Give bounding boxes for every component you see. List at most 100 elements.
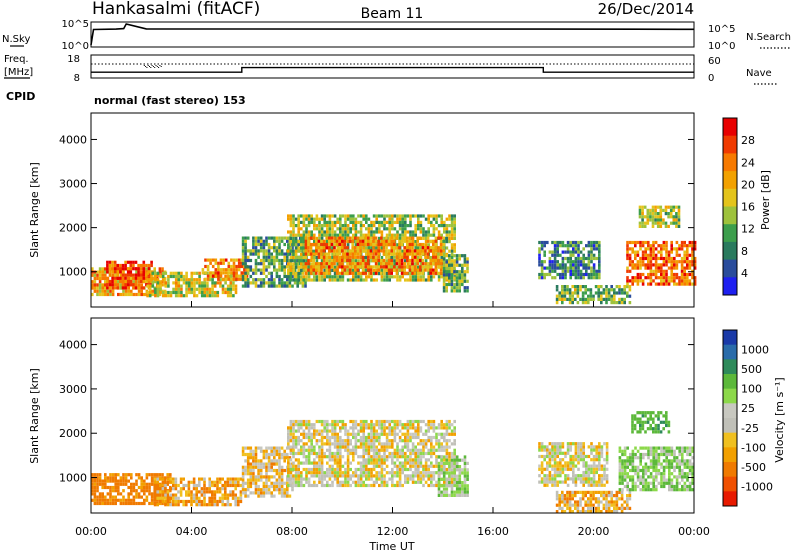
heatmap-cell xyxy=(315,249,318,253)
heatmap-cell xyxy=(259,271,263,275)
heatmap-cell xyxy=(374,255,378,259)
heatmap-cell xyxy=(435,220,438,224)
heatmap-cell xyxy=(167,274,170,279)
heatmap-cell xyxy=(613,301,616,305)
heatmap-cell xyxy=(401,230,404,234)
heatmap-cell xyxy=(458,257,461,261)
heatmap-cell xyxy=(657,250,660,254)
heatmap-cell xyxy=(636,240,640,245)
heatmap-cell xyxy=(445,289,448,293)
heatmap-cell xyxy=(365,259,368,263)
heatmap-cell xyxy=(300,275,303,279)
heatmap-cell xyxy=(159,284,162,288)
heatmap-cell xyxy=(693,266,697,270)
heatmap-cell xyxy=(336,220,339,224)
heatmap-cell xyxy=(396,474,399,478)
heatmap-cell xyxy=(299,249,302,253)
heatmap-cell xyxy=(265,236,268,240)
heatmap-cell xyxy=(348,265,352,269)
heatmap-cell xyxy=(323,435,326,440)
heatmap-cell xyxy=(408,236,412,240)
heatmap-cell xyxy=(404,435,407,440)
heatmap-cell xyxy=(626,282,629,286)
heatmap-cell xyxy=(231,490,235,494)
heatmap-cell xyxy=(305,419,308,424)
heatmap-cell xyxy=(224,277,228,281)
heatmap-cell xyxy=(354,471,358,475)
heatmap-cell xyxy=(357,477,360,481)
heatmap-cell xyxy=(341,442,345,446)
heatmap-cell xyxy=(246,236,250,240)
heatmap-cell xyxy=(597,288,600,292)
heatmap-cell xyxy=(592,294,595,298)
heatmap-cell xyxy=(409,275,412,279)
heatmap-cell xyxy=(331,464,334,468)
heatmap-cell xyxy=(98,473,102,477)
heatmap-cell xyxy=(341,227,345,231)
heatmap-cell xyxy=(265,468,268,473)
heatmap-cell xyxy=(367,249,370,253)
heatmap-cell xyxy=(323,455,326,459)
heatmap-cell xyxy=(292,278,295,282)
heatmap-cell xyxy=(686,260,689,264)
heatmap-cell xyxy=(354,435,358,440)
heatmap-cell xyxy=(398,455,402,459)
heatmap-cell xyxy=(450,259,454,263)
heatmap-cell xyxy=(361,236,365,240)
heatmap-cell xyxy=(159,490,162,494)
heatmap-cell xyxy=(626,250,629,254)
heatmap-cell xyxy=(434,249,438,253)
heatmap-cell xyxy=(411,419,415,424)
heatmap-cell xyxy=(344,448,347,452)
heatmap-cell xyxy=(675,215,678,219)
heatmap-cell xyxy=(297,477,300,481)
heatmap-cell xyxy=(638,208,642,212)
heatmap-cell xyxy=(177,294,181,298)
heatmap-cell xyxy=(372,480,376,484)
heatmap-cell xyxy=(292,461,295,465)
heatmap-cell xyxy=(307,230,311,234)
heatmap-cell xyxy=(556,272,559,277)
heatmap-cell xyxy=(304,252,308,256)
heatmap-cell xyxy=(374,239,378,243)
heatmap-cell xyxy=(287,464,290,468)
heatmap-cell xyxy=(448,263,451,267)
heatmap-cell xyxy=(448,236,451,240)
heatmap-cell xyxy=(91,479,94,483)
heatmap-cell xyxy=(445,224,449,228)
heatmap-cell xyxy=(605,297,608,301)
heatmap-cell xyxy=(356,242,360,247)
heatmap-cell xyxy=(639,247,642,251)
heatmap-cell xyxy=(378,214,381,218)
heatmap-cell xyxy=(372,258,375,263)
heatmap-cell xyxy=(359,464,363,468)
heatmap-cell xyxy=(359,255,362,259)
heatmap-cell xyxy=(367,445,371,449)
heatmap-cell xyxy=(161,274,165,279)
heatmap-cell xyxy=(302,236,306,240)
heatmap-cell xyxy=(119,286,123,290)
heatmap-cell xyxy=(450,220,454,224)
heatmap-cell xyxy=(359,214,363,218)
heatmap-cell xyxy=(672,205,676,209)
heatmap-cell xyxy=(289,236,293,240)
heatmap-cell xyxy=(419,429,423,433)
heatmap-cell xyxy=(354,224,358,228)
heatmap-cell xyxy=(300,419,303,424)
heatmap-cell xyxy=(408,268,412,272)
heatmap-cell xyxy=(156,496,159,500)
heatmap-cell xyxy=(430,474,433,478)
heatmap-cell xyxy=(450,249,454,253)
velocity-heatmap xyxy=(91,411,694,514)
heatmap-cell xyxy=(414,240,417,244)
heatmap-cell xyxy=(440,435,443,440)
heatmap-cell xyxy=(419,275,423,279)
heatmap-cell xyxy=(686,256,689,261)
heatmap-cell xyxy=(660,279,663,283)
heatmap-cell xyxy=(307,451,311,456)
heatmap-cell xyxy=(367,455,371,459)
heatmap-cell xyxy=(383,455,386,459)
heatmap-cell xyxy=(357,429,360,433)
heatmap-cell xyxy=(409,461,412,465)
heatmap-cell xyxy=(190,281,194,285)
